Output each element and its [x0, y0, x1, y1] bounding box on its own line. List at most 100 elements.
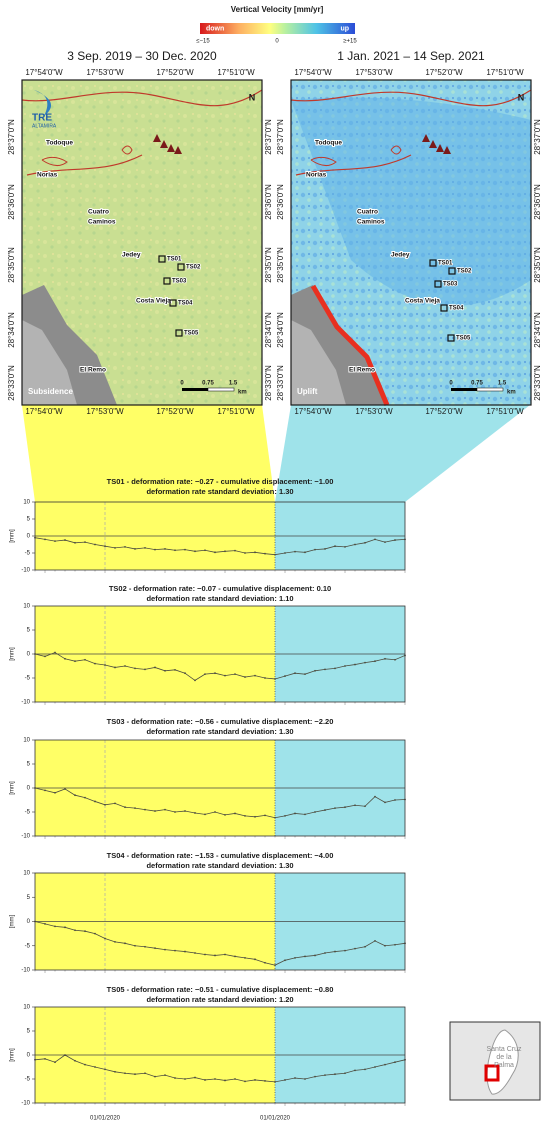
series-point — [314, 669, 316, 672]
series-point — [104, 545, 106, 548]
series-point — [344, 665, 346, 667]
scale-bar — [476, 387, 504, 392]
series-point — [384, 657, 386, 660]
series-point — [244, 1080, 246, 1083]
series-point — [314, 1075, 316, 1078]
series-point — [224, 674, 226, 677]
series-point — [364, 1068, 366, 1071]
series-point — [174, 668, 176, 671]
series-point — [284, 1079, 286, 1081]
x-coord: 17°54'0"W — [294, 68, 332, 77]
series-point — [74, 929, 76, 932]
series-point — [104, 1068, 106, 1071]
series-point — [194, 952, 196, 954]
series-line — [34, 537, 406, 556]
series-point — [64, 539, 66, 541]
island — [486, 1029, 519, 1095]
lava-outline — [41, 145, 133, 166]
series-point — [214, 811, 216, 813]
place-name: Caminos — [88, 219, 116, 226]
y-coord: 28°36'0"N — [7, 184, 16, 220]
y-coord: 28°37'0"N — [7, 119, 16, 155]
series-point — [234, 673, 236, 676]
y-tick-label: 10 — [23, 604, 30, 610]
series-point — [94, 800, 96, 803]
series-point — [74, 660, 76, 663]
legend-low: down — [206, 25, 224, 32]
series-point — [314, 548, 316, 551]
inset-label: Palma — [494, 1062, 514, 1069]
y-tick-label: 10 — [23, 738, 30, 744]
y-tick-label: -5 — [25, 676, 31, 682]
place-name: El Remo — [80, 367, 106, 374]
series-point — [134, 807, 136, 810]
y-coord: 28°37'0"N — [264, 119, 273, 155]
scale-unit: km — [238, 390, 247, 396]
series-point — [384, 1063, 386, 1066]
series-point — [154, 1075, 156, 1078]
y-tick-label: 10 — [23, 500, 30, 506]
series-line — [34, 787, 406, 819]
vent — [153, 134, 161, 142]
logo-sub: ALTAMIRA — [32, 123, 57, 129]
y-tick-label: 5 — [27, 895, 31, 901]
place-name: Costa Vieja — [405, 298, 440, 305]
series-point — [374, 1066, 376, 1068]
scale-unit: km — [507, 390, 516, 396]
ts-label: TS01 — [167, 257, 182, 263]
y-coord: 28°36'0"N — [533, 184, 542, 220]
series-point — [94, 543, 96, 546]
series-point — [174, 1077, 176, 1079]
series-point — [274, 553, 276, 556]
series-point — [94, 662, 96, 665]
series-point — [274, 678, 276, 680]
series-point — [244, 676, 246, 678]
place-name: Jedey — [391, 252, 410, 259]
x-coord: 17°54'0"W — [25, 68, 63, 77]
series-point — [234, 549, 236, 552]
map-patch — [291, 97, 531, 306]
series-point — [234, 955, 236, 958]
series-point — [224, 550, 226, 553]
series-point — [224, 813, 226, 816]
vent — [174, 146, 182, 154]
inset-label: Santa Cruz — [486, 1046, 522, 1053]
corner-label: Uplift — [297, 387, 318, 396]
series-point — [84, 930, 86, 933]
x-tick-label: 01/01/2020 — [90, 1116, 121, 1122]
series-point — [304, 673, 306, 676]
inset-map: Santa Cruz de la Palma — [449, 1021, 541, 1101]
series-point — [64, 788, 66, 790]
series-point — [164, 1074, 166, 1077]
y-coord: 28°37'0"N — [533, 119, 542, 155]
series-point — [84, 541, 86, 544]
series-point — [294, 672, 296, 675]
series-line — [34, 1054, 406, 1083]
series-point — [104, 937, 106, 940]
y-tick-label: -10 — [21, 568, 30, 574]
x-coord: 17°53'0"W — [355, 68, 393, 77]
series-point — [104, 803, 106, 806]
series-point — [204, 673, 206, 676]
series-point — [224, 1079, 226, 1082]
series-point — [184, 672, 186, 675]
sea — [22, 320, 77, 405]
series-point — [264, 961, 266, 964]
series-point — [144, 547, 146, 549]
series-point — [324, 952, 326, 954]
series-point — [304, 551, 306, 554]
scale-label: 0.75 — [471, 381, 483, 387]
series-point — [194, 550, 196, 553]
north-arrow: N — [249, 92, 256, 102]
plot-frame — [34, 872, 406, 971]
chart-title: TS04 - deformation rate: −1.53 - cumulat… — [107, 851, 334, 860]
chart-subtitle: deformation rate standard deviation: 1.1… — [146, 594, 293, 603]
series-point — [234, 812, 236, 815]
road — [290, 89, 532, 176]
ts-point — [175, 329, 183, 337]
series-point — [394, 539, 396, 541]
series-point — [144, 1072, 146, 1075]
series-point — [254, 551, 256, 554]
series-point — [114, 666, 116, 669]
